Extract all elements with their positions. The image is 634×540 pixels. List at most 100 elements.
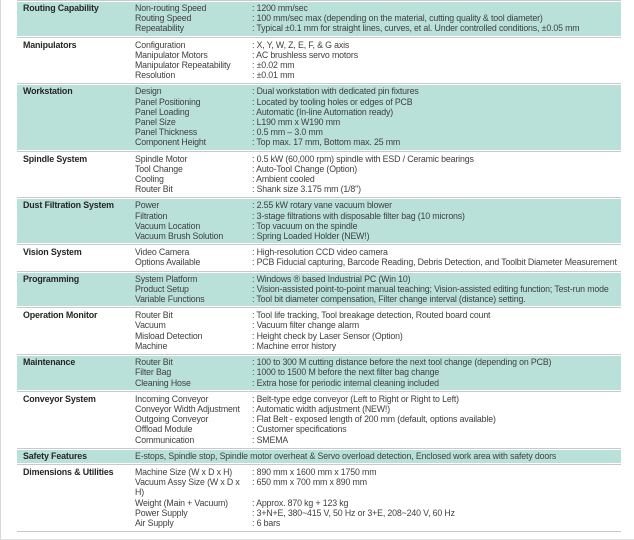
spec-section-inner: Operation Monitor Router Bit: Tool life t… <box>17 309 621 353</box>
spec-label: Configuration <box>135 39 186 50</box>
section-rows: Incoming Conveyor : Belt-type edge convey… <box>135 394 621 445</box>
spec-label: Weight (Main + Vacuum) <box>135 497 228 508</box>
spec-value: : Ambient cooled <box>252 174 315 185</box>
spec-row: Cleaning Hose: Extra hose for periodic i… <box>135 378 621 388</box>
spec-label: Incoming Conveyor <box>135 393 209 404</box>
spec-row: Machine: Machine error history <box>135 341 621 351</box>
spec-row: Configuration : X, Y, W, Z, E, F, & G axi… <box>135 40 621 50</box>
spec-value: : Shank size 3.175 mm (1/8") <box>252 184 361 195</box>
spec-value: : PCB Fiducial capturing, Barcode Readin… <box>252 257 617 268</box>
spec-value: : Vision-assisted point-to-point manual … <box>252 283 609 294</box>
spec-label: Video Camera <box>135 247 190 258</box>
spec-label: Air Supply <box>135 517 174 528</box>
section-category: Workstation <box>23 86 73 97</box>
section-rows: Power: 2.55 kW rotary vane vacuum blower… <box>135 200 621 241</box>
spec-row: Variable Functions : Tool bit diameter co… <box>135 294 621 304</box>
section-rows: Design: Dual workstation with dedicated … <box>135 86 621 147</box>
spec-section-inner: Conveyor System Incoming Conveyor: Belt-t… <box>17 393 621 447</box>
spec-row: Panel Positioning: Located by tooling ho… <box>135 97 621 107</box>
spec-value: : ±0.01 mm <box>252 70 295 81</box>
spec-row: System Platform: Windows ® based Industr… <box>135 274 621 284</box>
spec-label: Component Height <box>135 137 206 148</box>
spec-label: Vacuum Location <box>135 220 201 231</box>
spec-value: : Tool life tracking, Tool breakage dete… <box>252 310 491 321</box>
spec-value: : Vacuum filter change alarm <box>252 320 360 331</box>
section-category: Dimensions & Utilities <box>23 466 114 477</box>
section-category: Dust Filtration System <box>23 200 114 211</box>
spec-row: Routing Speed: 100 mm/sec max (depending… <box>135 13 621 23</box>
section-rows: E-stops, Spindle stop, Spindle motor ove… <box>135 451 621 461</box>
spec-row: Communication: SMEMA <box>135 435 621 445</box>
spec-value: : Windows ® based Industrial PC (Win 10) <box>252 273 411 284</box>
section-rows: Machine Size (W x D x H): 890 mm x 1600 … <box>135 467 621 528</box>
spec-label: Router Bit <box>135 184 173 195</box>
spec-value: : Spring Loaded Holder (NEW!) <box>252 231 370 242</box>
spec-section-inner: Dust Filtration System Power: 2.55 kW rot… <box>17 199 621 244</box>
spec-value: : 2.55 kW rotary vane vacuum blower <box>252 200 392 211</box>
spec-label: Product Setup <box>135 283 189 294</box>
spec-section: Operation Monitor Router Bit: Tool life t… <box>17 308 621 356</box>
spec-row: Manipulator Repeatability : ±0.02 mm <box>135 60 621 70</box>
spec-label: Options Available <box>135 257 201 268</box>
spec-label: Panel Loading <box>135 106 190 117</box>
spec-section-inner: Vision System Video Camera: High-resoluti… <box>17 246 621 269</box>
spec-value: : 0.5 kW (60,000 rpm) spindle with ESD /… <box>252 153 474 164</box>
section-category: Safety Features <box>23 450 87 461</box>
spec-row: Component Height: Top max. 17 mm, Bottom… <box>135 137 621 147</box>
spec-value: : Located by tooling holes or edges of P… <box>252 96 413 107</box>
spec-row: Tool Change: Auto-Tool Change (Option) <box>135 164 621 174</box>
spec-section-inner: Spindle System Spindle Motor: 0.5 kW (60,… <box>17 153 621 197</box>
spec-value: : L190 mm x W190 mm <box>252 117 341 128</box>
spec-value: : X, Y, W, Z, E, F, & G axis <box>252 39 350 50</box>
spec-value: : Belt-type edge conveyor (Left to Right… <box>252 393 459 404</box>
spec-section: Workstation Design: Dual workstation with… <box>17 84 621 152</box>
spec-value: : 890 mm x 1600 mm x 1750 mm <box>252 466 377 477</box>
spec-value: : Tool bit diameter compensation, Filter… <box>252 294 526 305</box>
spec-value: : 650 mm x 700 mm x 890 mm <box>252 477 367 488</box>
spec-row: Resolution : ±0.01 mm <box>135 70 621 80</box>
spec-label: Repeatability <box>135 23 184 34</box>
spec-section: Routing Capability Non-routing Speed: 120… <box>17 1 621 38</box>
section-category: Programming <box>23 273 80 284</box>
spec-section: Spindle System Spindle Motor: 0.5 kW (60,… <box>17 152 621 199</box>
spec-row: Router Bit: 100 to 300 M cutting distanc… <box>135 357 621 367</box>
section-category: Manipulators <box>23 39 77 50</box>
spec-label: Conveyor Width Adjustment <box>135 403 240 414</box>
section-rows: Spindle Motor : 0.5 kW (60,000 rpm) spind… <box>135 154 621 195</box>
spec-row: Weight (Main + Vacuum) : Approx. 870 kg +… <box>135 498 621 508</box>
spec-label: Manipulator Repeatability <box>135 60 231 71</box>
spec-row: Machine Size (W x D x H): 890 mm x 1600 … <box>135 467 621 477</box>
spec-value: : ±0.02 mm <box>252 60 295 71</box>
spec-section-inner: Programming System Platform: Windows ® ba… <box>17 272 621 307</box>
spec-label: Tool Change <box>135 163 183 174</box>
spec-label: Variable Functions <box>135 294 205 305</box>
section-category: Routing Capability <box>23 3 99 13</box>
spec-label: Non-routing Speed <box>135 3 207 13</box>
spec-row: Outgoing Conveyor: Flat Belt - exposed l… <box>135 414 621 424</box>
spec-section-inner: Safety Features E-stops, Spindle stop, Sp… <box>17 449 621 463</box>
spec-section: Manipulators Configuration : X, Y, W, Z, E… <box>17 38 621 85</box>
spec-row: Repeatability: Typical ±0.1 mm for strai… <box>135 23 621 33</box>
spec-label: Panel Size <box>135 117 176 128</box>
spec-label: Resolution <box>135 70 176 81</box>
spec-label: Cooling <box>135 174 164 185</box>
spec-value: : Height check by Laser Sensor (Option) <box>252 330 403 341</box>
spec-label: Offload Module <box>135 424 193 435</box>
spec-label: Cleaning Hose <box>135 377 191 388</box>
spec-label: Vacuum Brush Solution <box>135 231 224 242</box>
spec-row: Power Supply: 3+N+E, 380~415 V, 50 Hz or… <box>135 508 621 518</box>
spec-section: Dimensions & Utilities Machine Size (W x … <box>17 465 621 533</box>
spec-value: : Customer specifications <box>252 424 347 435</box>
spec-section: Conveyor System Incoming Conveyor: Belt-t… <box>17 392 621 449</box>
spec-value: : Automatic width adjustment (NEW!) <box>252 403 390 414</box>
spec-label: Spindle Motor <box>135 153 188 164</box>
spec-value: : Automatic (In-line Automation ready) <box>252 106 393 117</box>
spec-row: Options Available : PCB Fiducial capturin… <box>135 257 621 267</box>
spec-row: Spindle Motor : 0.5 kW (60,000 rpm) spind… <box>135 154 621 164</box>
spec-value: : High-resolution CCD video camera <box>252 247 388 258</box>
spec-section: Dust Filtration System Power: 2.55 kW rot… <box>17 198 621 246</box>
spec-value: : Approx. 870 kg + 123 kg <box>252 497 349 508</box>
spec-section: Vision System Video Camera: High-resoluti… <box>17 245 621 272</box>
spec-section-inner: Routing Capability Non-routing Speed: 120… <box>17 2 621 36</box>
